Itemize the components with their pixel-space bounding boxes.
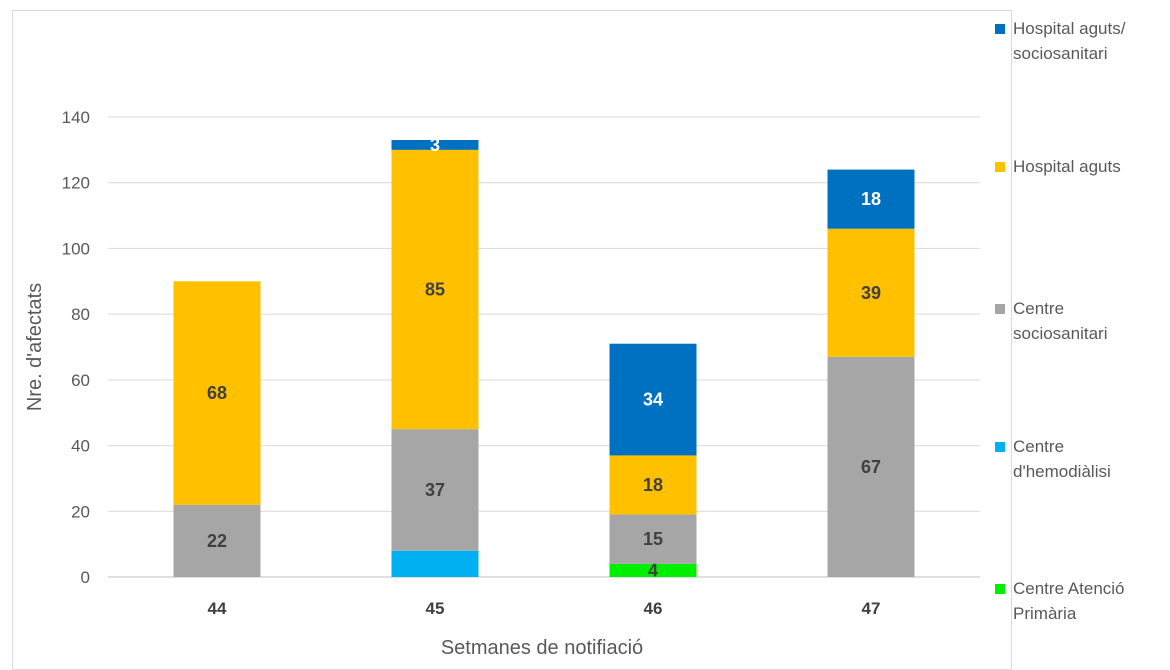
data-label: 68	[207, 383, 227, 403]
legend-label-line: Hospital aguts	[1013, 154, 1170, 179]
legend: Hospital aguts/sociosanitari Hospital agu…	[995, 16, 1170, 656]
data-label: 3	[430, 135, 440, 155]
legend-label: Hospital aguts	[1013, 154, 1170, 179]
legend-label-line: d'hemodiàlisi	[1013, 459, 1170, 484]
legend-label: Centre Atenció Primària	[1013, 576, 1170, 626]
data-label: 37	[425, 480, 445, 500]
bar-segment	[392, 551, 479, 577]
y-tick-label: 20	[71, 502, 90, 521]
legend-label-line: Centre	[1013, 434, 1170, 459]
data-label: 18	[643, 475, 663, 495]
legend-label: Centre sociosanitari	[1013, 296, 1170, 346]
legend-item: Hospital aguts/sociosanitari	[995, 16, 1170, 66]
legend-label: Hospital aguts/sociosanitari	[1013, 16, 1170, 66]
x-tick-label: 46	[644, 599, 663, 618]
data-label: 18	[861, 189, 881, 209]
y-tick-label: 0	[81, 568, 90, 587]
y-tick-label: 120	[62, 174, 90, 193]
legend-item: Centre sociosanitari	[995, 296, 1170, 346]
data-label: 39	[861, 283, 881, 303]
legend-swatch	[995, 24, 1005, 34]
y-tick-label: 60	[71, 371, 90, 390]
legend-label-line: Centre	[1013, 296, 1170, 321]
legend-swatch	[995, 304, 1005, 314]
legend-swatch	[995, 162, 1005, 172]
data-label: 15	[643, 529, 663, 549]
x-tick-label: 47	[862, 599, 881, 618]
y-tick-label: 80	[71, 305, 90, 324]
y-axis-title: Nre. d'afectats	[24, 283, 46, 411]
y-tick-label: 140	[62, 108, 90, 127]
data-label: 22	[207, 531, 227, 551]
legend-label-line: sociosanitari	[1013, 41, 1170, 66]
data-label: 67	[861, 457, 881, 477]
legend-item: Centre Atenció Primària	[995, 576, 1170, 626]
x-tick-label: 45	[426, 599, 445, 618]
legend-label-line: sociosanitari	[1013, 321, 1170, 346]
legend-label-line: Primària	[1013, 601, 1170, 626]
x-tick-label: 44	[208, 599, 227, 618]
legend-label-line: Centre Atenció	[1013, 576, 1170, 601]
legend-label: Centre d'hemodiàlisi	[1013, 434, 1170, 484]
legend-label-line: Hospital aguts/	[1013, 16, 1170, 41]
legend-item: Centre d'hemodiàlisi	[995, 434, 1170, 484]
y-tick-label: 100	[62, 239, 90, 258]
x-axis-title: Setmanes de notifiació	[441, 637, 643, 658]
legend-swatch	[995, 584, 1005, 594]
y-tick-label: 40	[71, 437, 90, 456]
data-label: 85	[425, 280, 445, 300]
data-label: 34	[643, 390, 663, 410]
legend-item: Hospital aguts	[995, 154, 1170, 179]
legend-swatch	[995, 442, 1005, 452]
